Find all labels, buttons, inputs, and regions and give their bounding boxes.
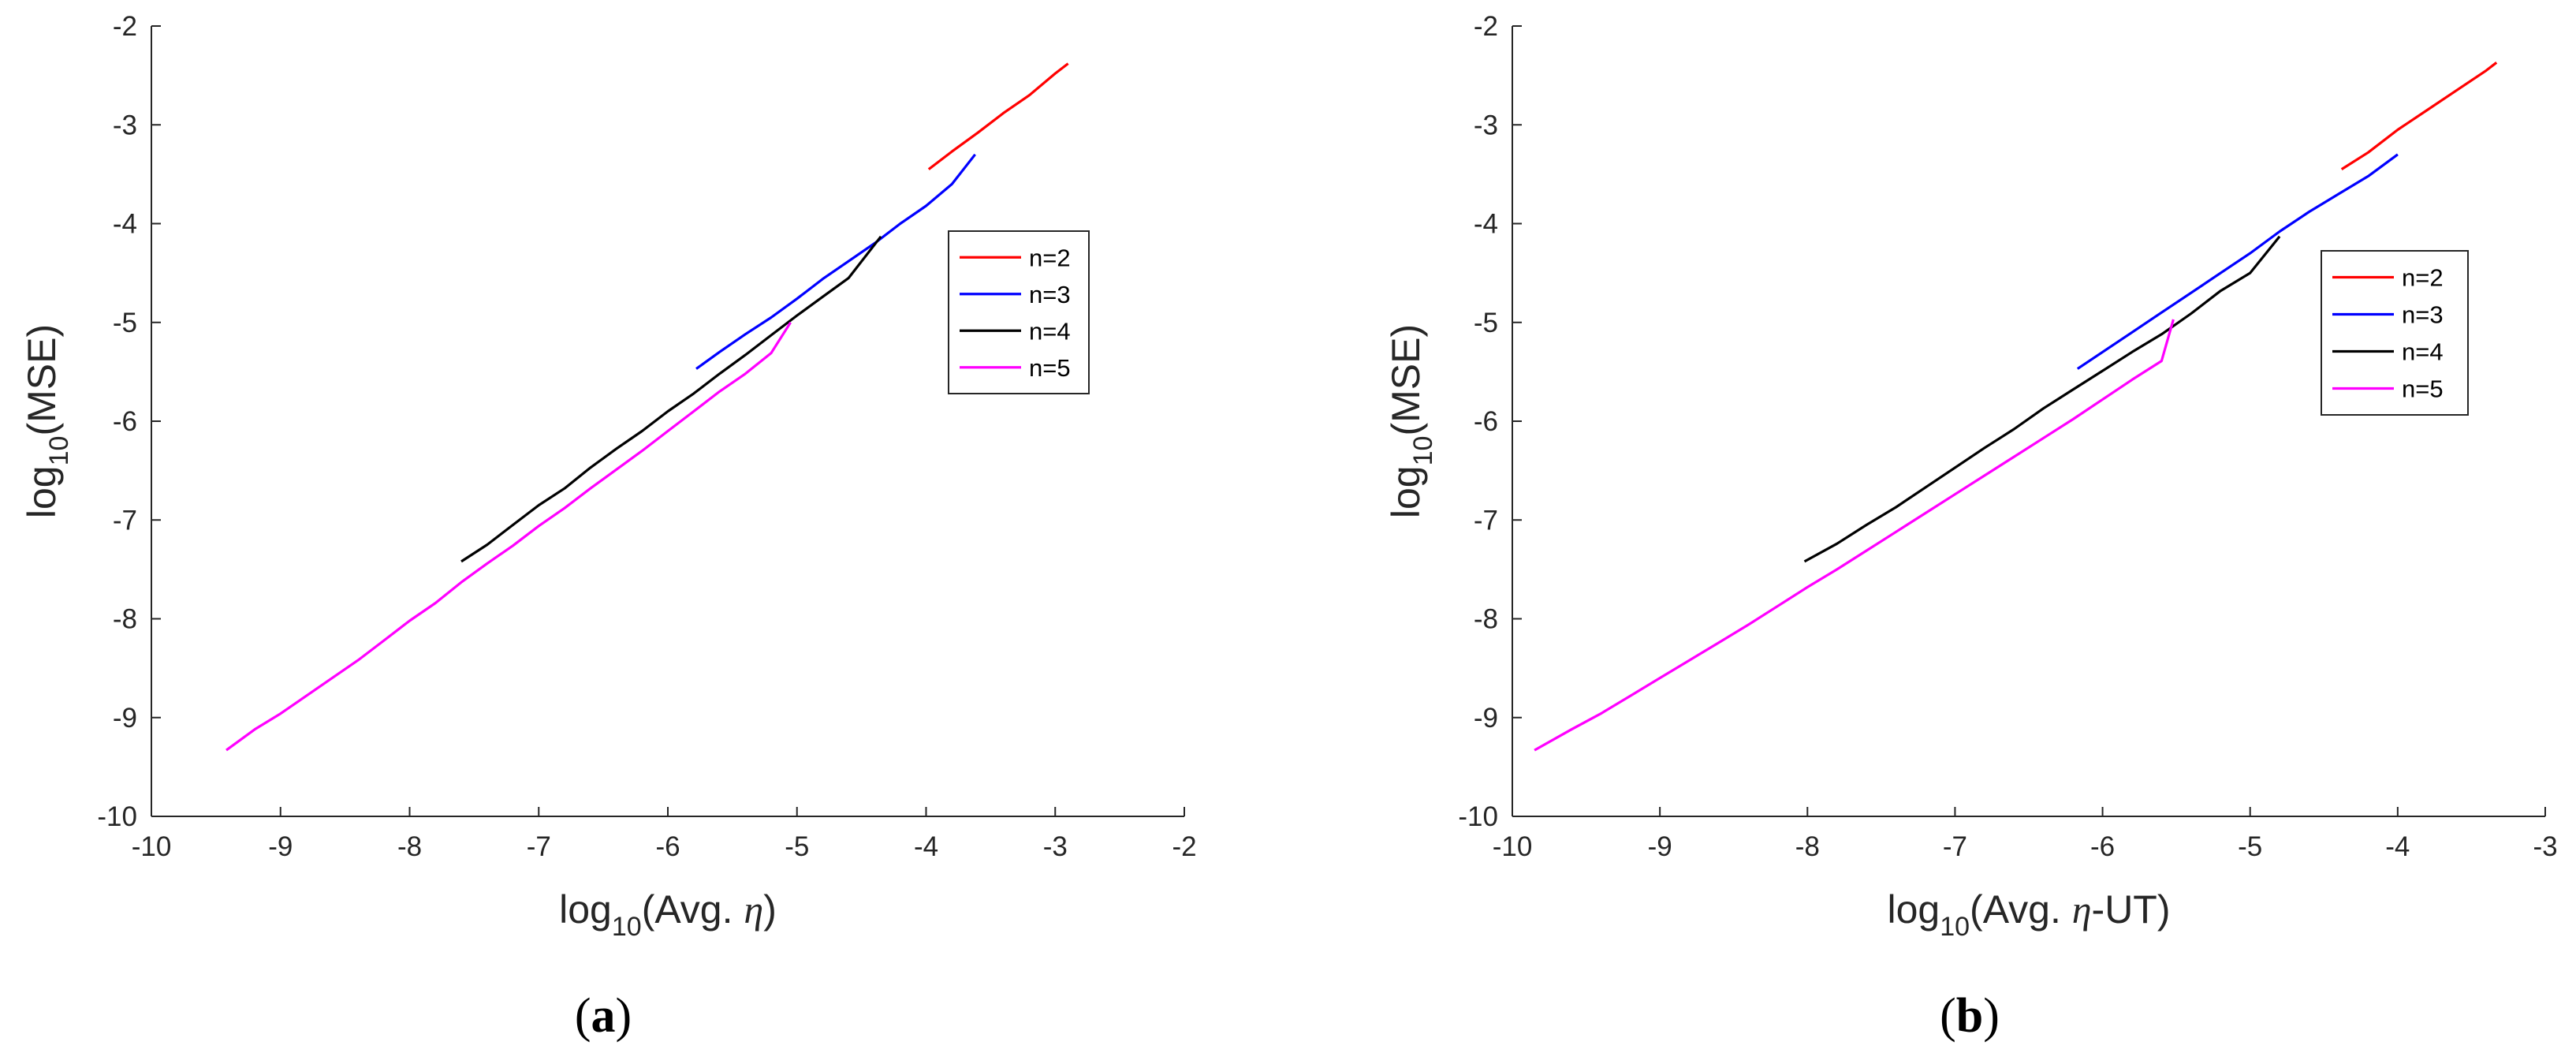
legend-entry-label: n=3 xyxy=(2402,301,2444,329)
panel-caption: (a) xyxy=(575,989,632,1043)
x-tick-label: -4 xyxy=(2385,831,2410,862)
legend-entry-label: n=3 xyxy=(1029,281,1071,308)
x-tick-label: -9 xyxy=(268,831,293,862)
legend-entry-label: n=4 xyxy=(2402,338,2444,366)
y-tick-label: -10 xyxy=(97,801,137,832)
y-tick-label: -3 xyxy=(1474,110,1498,140)
y-tick-label: -6 xyxy=(113,406,137,437)
x-tick-label: -5 xyxy=(785,831,809,862)
x-tick-label: -2 xyxy=(1172,831,1196,862)
x-tick-label: -10 xyxy=(1493,831,1533,862)
legend-entry-label: n=2 xyxy=(2402,264,2444,292)
y-axis-label: log10(MSE) xyxy=(20,324,74,518)
x-tick-label: -5 xyxy=(2238,831,2262,862)
series-line-n3 xyxy=(2076,153,2399,370)
y-tick-label: -2 xyxy=(113,11,137,42)
legend: n=2 n=3 n=4 n=5 xyxy=(948,230,1090,394)
x-tick-label: -7 xyxy=(1943,831,1967,862)
legend-entry-label: n=5 xyxy=(2402,375,2444,403)
series-line-n4 xyxy=(460,235,882,563)
legend-entry-label: n=5 xyxy=(1029,354,1071,382)
series-line-n5 xyxy=(226,321,792,752)
x-tick-label: -3 xyxy=(2533,831,2557,862)
x-axis-label: log10(Avg. η) xyxy=(559,887,777,942)
series-line-n2 xyxy=(2340,62,2498,170)
y-tick-label: -4 xyxy=(113,209,137,240)
chart-panel-b: -10 -9 -8 -7 -6 -5 -4 -3 -10 -9 -8 -7 -6 -5 -4 -3 -2 log1… xyxy=(1384,11,2558,1043)
series-line-n4 xyxy=(1803,235,2281,563)
y-tick-label: -8 xyxy=(113,604,137,635)
y-tick-label: -5 xyxy=(1474,308,1498,338)
y-tick-label: -7 xyxy=(113,505,137,536)
y-tick-label: -9 xyxy=(113,703,137,734)
x-axis-label: log10(Avg. η-UT) xyxy=(1887,887,2170,942)
series-line-n5 xyxy=(1534,319,2175,752)
x-tick-label: -6 xyxy=(2090,831,2115,862)
y-tick-label: -9 xyxy=(1474,703,1498,734)
legend-entry-label: n=4 xyxy=(1029,317,1071,345)
y-tick-label: -4 xyxy=(1474,209,1498,240)
x-tick-label: -9 xyxy=(1648,831,1672,862)
y-tick-label: -3 xyxy=(113,110,137,140)
y-axis-label: log10(MSE) xyxy=(1384,324,1438,518)
legend: n=2 n=3 n=4 n=5 xyxy=(2321,250,2469,416)
x-tick-label: -10 xyxy=(132,831,172,862)
series-line-n2 xyxy=(927,62,1069,170)
y-tick-label: -6 xyxy=(1474,406,1498,437)
x-tick-label: -6 xyxy=(655,831,680,862)
x-tick-label: -8 xyxy=(1795,831,1820,862)
y-tick-label: -5 xyxy=(113,308,137,338)
y-tick-label: -2 xyxy=(1474,11,1498,42)
x-tick-label: -3 xyxy=(1043,831,1068,862)
legend-entry-label: n=2 xyxy=(1029,244,1071,271)
panel-caption: (b) xyxy=(1940,989,2000,1043)
chart-panel-a: -10 -9 -8 -7 -6 -5 -4 -3 -2 -10 -9 -8 -7 -6 -5 -4 -3 -2 lo… xyxy=(20,11,1197,1043)
x-tick-label: -4 xyxy=(914,831,938,862)
y-tick-label: -10 xyxy=(1458,801,1498,832)
legend-box xyxy=(2321,250,2469,416)
y-tick-label: -8 xyxy=(1474,604,1498,635)
series-line-n3 xyxy=(695,153,976,370)
x-tick-label: -7 xyxy=(527,831,551,862)
x-tick-label: -8 xyxy=(397,831,422,862)
y-tick-label: -7 xyxy=(1474,505,1498,536)
